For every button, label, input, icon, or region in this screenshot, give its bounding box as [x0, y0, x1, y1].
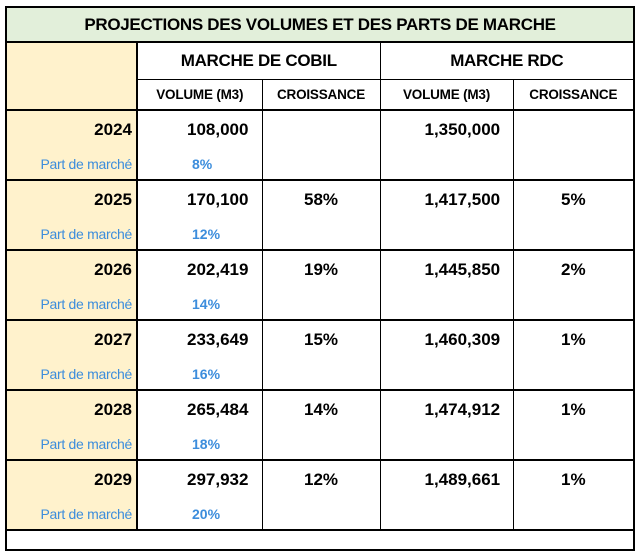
rdc-volume-cell: 1,417,500 — [380, 180, 514, 218]
empty-cell — [513, 428, 634, 461]
rdc-growth-cell — [513, 110, 633, 148]
table-row: 2028 265,484 14% 1,474,912 1% — [7, 390, 633, 428]
empty-cell — [513, 288, 634, 321]
year-cell: 2025 — [7, 180, 138, 218]
table-row: 2024 108,000 1,350,000 — [7, 110, 633, 148]
empty-cell — [262, 148, 381, 181]
cobil-growth-cell: 14% — [262, 390, 381, 428]
rdc-growth-cell: 5% — [560, 189, 586, 209]
cobil-growth-cell: 15% — [262, 320, 381, 358]
market-share-value: 20% — [137, 498, 263, 531]
market-share-value: 8% — [137, 148, 263, 181]
cobil-growth-cell: 12% — [262, 460, 381, 498]
rdc-growth-cell: 1% — [560, 329, 586, 349]
share-row: Part de marché 16% — [7, 358, 634, 391]
empty-cell — [262, 358, 381, 391]
rdc-volume-cell: 1,460,309 — [380, 320, 514, 358]
table-row: 2026 202,419 19% 1,445,850 2% — [7, 250, 633, 288]
market-share-value: 18% — [137, 428, 263, 461]
empty-cell — [380, 218, 514, 251]
empty-cell — [513, 218, 634, 251]
rdc-growth-cell: 1% — [560, 399, 586, 419]
cobil-volume-cell: 108,000 — [137, 110, 263, 148]
market-share-label: Part de marché — [7, 428, 138, 461]
share-row: Part de marché 14% — [7, 288, 634, 321]
table-row: 2027 233,649 15% 1,460,309 1% — [7, 320, 633, 358]
table-row: 2029 297,932 12% 1,489,661 1% — [7, 460, 633, 498]
subheader-rdc-growth: CROISSANCE — [513, 79, 634, 111]
cobil-volume-cell: 202,419 — [137, 250, 263, 288]
empty-cell — [262, 218, 381, 251]
rdc-growth-cell: 1% — [560, 469, 586, 489]
table-row: 2025 170,100 58% 1,417,500 5% — [7, 180, 633, 218]
cobil-volume-cell: 233,649 — [137, 320, 263, 358]
empty-cell — [513, 498, 634, 531]
share-row: Part de marché 12% — [7, 218, 634, 251]
cobil-growth-cell: 19% — [262, 250, 381, 288]
empty-cell — [380, 148, 514, 181]
empty-cell — [513, 148, 634, 181]
empty-cell — [380, 288, 514, 321]
year-cell: 2029 — [7, 460, 138, 498]
empty-cell — [262, 428, 381, 461]
share-row: Part de marché 8% — [7, 148, 634, 181]
rdc-growth-cell: 2% — [560, 259, 586, 279]
group-header-cobil: MARCHE DE COBIL — [137, 42, 381, 80]
rdc-volume-cell: 1,489,661 — [380, 460, 514, 498]
market-share-value: 14% — [137, 288, 263, 321]
cobil-volume-cell: 170,100 — [137, 180, 263, 218]
empty-cell — [513, 358, 634, 391]
empty-cell — [262, 498, 381, 531]
projection-table-frame: PROJECTIONS DES VOLUMES ET DES PARTS DE … — [5, 6, 635, 551]
cobil-volume-cell: 265,484 — [137, 390, 263, 428]
market-share-value: 16% — [137, 358, 263, 391]
year-cell: 2028 — [7, 390, 138, 428]
market-share-label: Part de marché — [7, 288, 138, 321]
year-cell: 2024 — [7, 110, 138, 148]
header-corner-cell — [7, 42, 138, 111]
empty-cell — [380, 358, 514, 391]
cobil-growth-cell — [262, 110, 381, 148]
market-share-label: Part de marché — [7, 148, 138, 181]
projection-table: PROJECTIONS DES VOLUMES ET DES PARTS DE … — [7, 8, 634, 531]
subheader-cobil-volume: VOLUME (M3) — [137, 79, 263, 111]
subheader-cobil-growth: CROISSANCE — [262, 79, 381, 111]
cobil-volume-cell: 297,932 — [137, 460, 263, 498]
year-cell: 2027 — [7, 320, 138, 358]
rdc-volume-cell: 1,445,850 — [380, 250, 514, 288]
subheader-rdc-volume: VOLUME (M3) — [380, 79, 514, 111]
market-share-label: Part de marché — [7, 358, 138, 391]
group-header-rdc: MARCHE RDC — [380, 42, 634, 80]
empty-cell — [262, 288, 381, 321]
table-title: PROJECTIONS DES VOLUMES ET DES PARTS DE … — [7, 8, 634, 43]
share-row: Part de marché 18% — [7, 428, 634, 461]
empty-cell — [380, 428, 514, 461]
share-row: Part de marché 20% — [7, 498, 634, 531]
rdc-volume-cell: 1,350,000 — [380, 110, 514, 148]
year-cell: 2026 — [7, 250, 138, 288]
market-share-label: Part de marché — [7, 218, 138, 251]
market-share-label: Part de marché — [7, 498, 138, 531]
empty-cell — [380, 498, 514, 531]
cobil-growth-cell: 58% — [262, 180, 381, 218]
rdc-volume-cell: 1,474,912 — [380, 390, 514, 428]
market-share-value: 12% — [137, 218, 263, 251]
